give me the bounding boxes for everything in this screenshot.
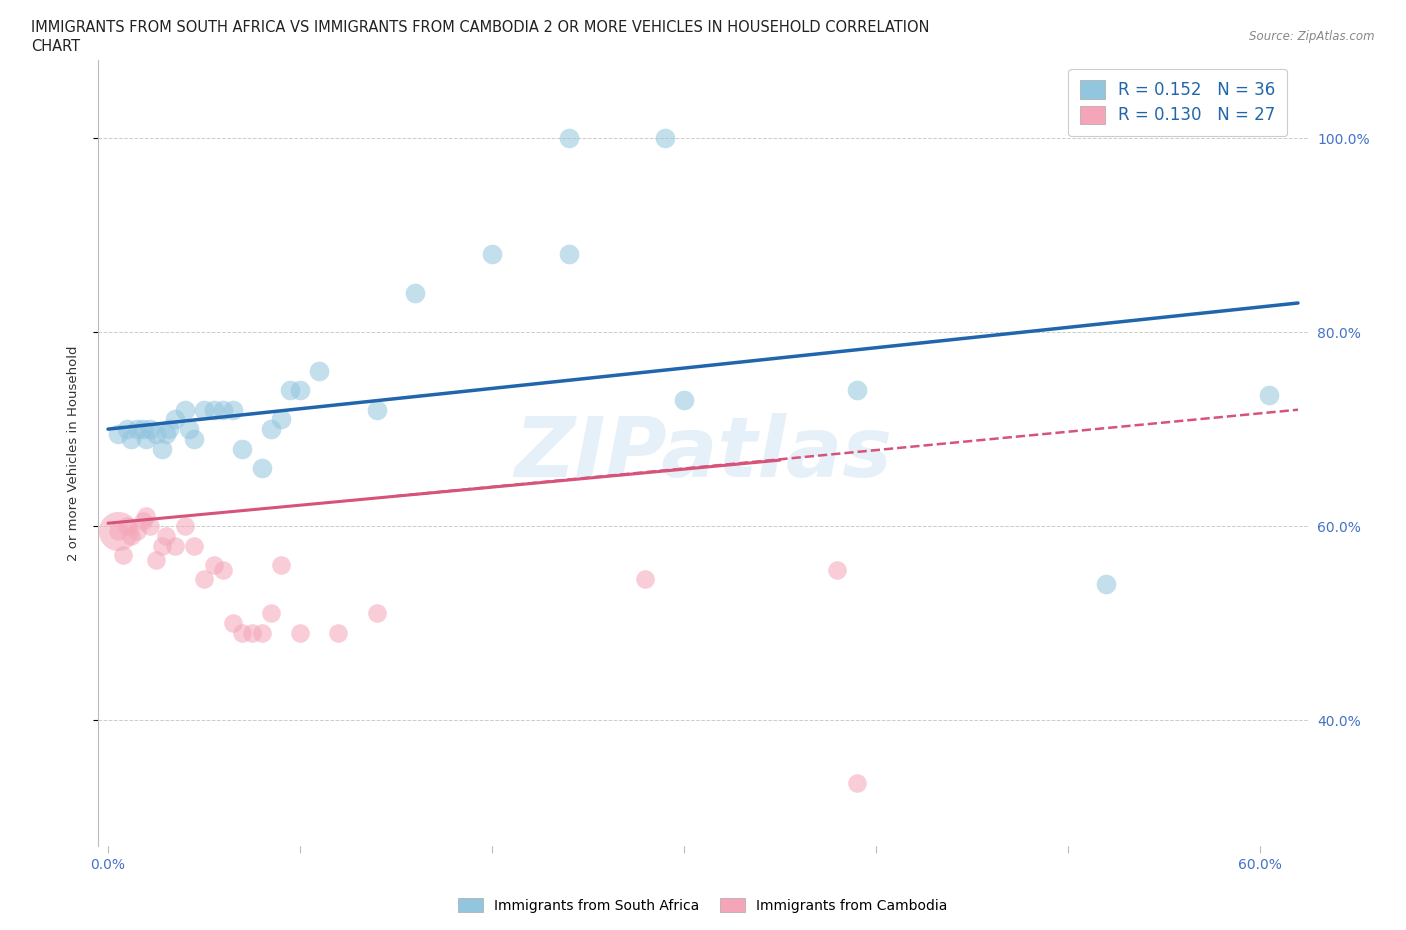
- Point: [328, 625, 350, 640]
- Point: [404, 286, 426, 300]
- Point: [115, 519, 138, 534]
- Point: [131, 514, 153, 529]
- Point: [107, 524, 129, 538]
- Text: CHART: CHART: [31, 39, 80, 54]
- Point: [270, 557, 292, 572]
- Point: [654, 130, 676, 145]
- Point: [125, 421, 148, 436]
- Point: [107, 524, 129, 538]
- Point: [131, 421, 153, 436]
- Point: [183, 432, 205, 446]
- Point: [159, 421, 181, 436]
- Point: [288, 383, 311, 398]
- Y-axis label: 2 or more Vehicles in Household: 2 or more Vehicles in Household: [67, 346, 80, 561]
- Point: [112, 548, 135, 563]
- Point: [1095, 577, 1118, 591]
- Point: [165, 412, 187, 427]
- Point: [135, 509, 157, 524]
- Point: [308, 364, 330, 379]
- Point: [827, 563, 849, 578]
- Point: [150, 538, 173, 553]
- Point: [288, 625, 311, 640]
- Point: [280, 383, 302, 398]
- Point: [177, 421, 200, 436]
- Point: [107, 427, 129, 442]
- Point: [202, 403, 225, 418]
- Point: [240, 625, 263, 640]
- Text: ZIPatlas: ZIPatlas: [515, 413, 891, 494]
- Point: [366, 606, 388, 621]
- Point: [155, 528, 177, 543]
- Point: [155, 427, 177, 442]
- Legend: R = 0.152   N = 36, R = 0.130   N = 27: R = 0.152 N = 36, R = 0.130 N = 27: [1069, 69, 1286, 136]
- Point: [139, 519, 162, 534]
- Point: [120, 528, 142, 543]
- Point: [481, 247, 503, 262]
- Point: [557, 130, 579, 145]
- Point: [120, 432, 142, 446]
- Point: [270, 412, 292, 427]
- Point: [212, 403, 235, 418]
- Point: [173, 403, 195, 418]
- Point: [173, 519, 195, 534]
- Legend: Immigrants from South Africa, Immigrants from Cambodia: Immigrants from South Africa, Immigrants…: [453, 893, 953, 919]
- Point: [193, 572, 215, 587]
- Point: [145, 552, 167, 567]
- Point: [222, 616, 245, 631]
- Point: [260, 606, 283, 621]
- Text: IMMIGRANTS FROM SOUTH AFRICA VS IMMIGRANTS FROM CAMBODIA 2 OR MORE VEHICLES IN H: IMMIGRANTS FROM SOUTH AFRICA VS IMMIGRAN…: [31, 20, 929, 35]
- Point: [115, 421, 138, 436]
- Point: [135, 432, 157, 446]
- Point: [634, 572, 657, 587]
- Point: [260, 421, 283, 436]
- Point: [366, 403, 388, 418]
- Point: [222, 403, 245, 418]
- Point: [125, 524, 148, 538]
- Point: [672, 392, 695, 407]
- Point: [250, 460, 273, 475]
- Point: [557, 247, 579, 262]
- Text: Source: ZipAtlas.com: Source: ZipAtlas.com: [1250, 30, 1375, 43]
- Point: [231, 441, 253, 456]
- Point: [150, 441, 173, 456]
- Point: [1258, 388, 1281, 403]
- Point: [193, 403, 215, 418]
- Point: [231, 625, 253, 640]
- Point: [250, 625, 273, 640]
- Point: [183, 538, 205, 553]
- Point: [845, 383, 868, 398]
- Point: [139, 421, 162, 436]
- Point: [165, 538, 187, 553]
- Point: [202, 557, 225, 572]
- Point: [145, 427, 167, 442]
- Point: [845, 776, 868, 790]
- Point: [212, 563, 235, 578]
